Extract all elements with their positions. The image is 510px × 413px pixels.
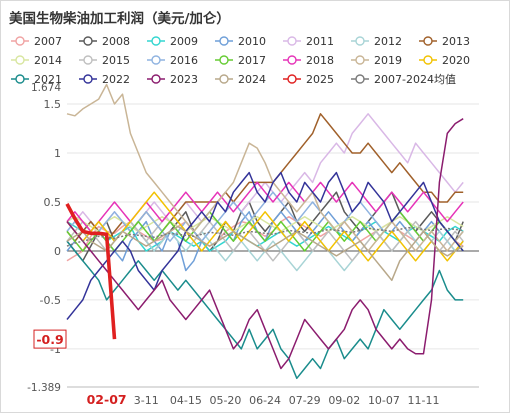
series-lines bbox=[65, 83, 464, 380]
legend-marker bbox=[219, 36, 229, 46]
y-tick-label: 0.5 bbox=[44, 196, 62, 209]
legend-item-2018[interactable]: 2018 bbox=[283, 54, 334, 67]
series-line-2021 bbox=[66, 240, 464, 380]
legend-label: 2013 bbox=[442, 35, 470, 48]
series-line-2020 bbox=[66, 191, 464, 262]
legend-marker bbox=[219, 74, 229, 84]
x-tick-label: 11-11 bbox=[408, 394, 440, 407]
legend-label: 2009 bbox=[170, 35, 198, 48]
series-line-2025 bbox=[65, 203, 117, 340]
legend-item-2025[interactable]: 2025 bbox=[283, 73, 334, 86]
legend-marker bbox=[355, 74, 365, 84]
legend-item-2013[interactable]: 2013 bbox=[419, 35, 470, 48]
legend-item-2021[interactable]: 2021 bbox=[11, 73, 62, 86]
legend-marker bbox=[15, 74, 25, 84]
legend-item-2024[interactable]: 2024 bbox=[215, 73, 266, 86]
legend-label: 2023 bbox=[170, 73, 198, 86]
legend-item-2007-2024均值[interactable]: 2007-2024均值 bbox=[351, 73, 456, 86]
legend-marker bbox=[219, 55, 229, 65]
x-tick-label: 09-02 bbox=[328, 394, 360, 407]
legend-label: 2018 bbox=[306, 54, 334, 67]
series-line-2022 bbox=[66, 171, 464, 320]
legend-label: 2017 bbox=[238, 54, 266, 67]
y-tick-label: -1 bbox=[50, 343, 61, 356]
legend-item-2007[interactable]: 2007 bbox=[11, 35, 62, 48]
legend-marker bbox=[423, 55, 433, 65]
legend-item-2009[interactable]: 2009 bbox=[147, 35, 198, 48]
legend-item-2022[interactable]: 2022 bbox=[79, 73, 130, 86]
x-tick-label: 04-15 bbox=[170, 394, 202, 407]
series-line-2011 bbox=[66, 113, 464, 233]
x-tick-label: 3-11 bbox=[134, 394, 159, 407]
x-ticks: 02-07 3-11 04-15 05-20 06-24 07-29 09-02 10-07 1… bbox=[87, 392, 440, 407]
legend-item-2008[interactable]: 2008 bbox=[79, 35, 130, 48]
legend-label: 2015 bbox=[102, 54, 130, 67]
legend-marker bbox=[83, 55, 93, 65]
legend-marker bbox=[151, 36, 161, 46]
legend-label: 2012 bbox=[374, 35, 402, 48]
legend-marker bbox=[151, 55, 161, 65]
x-tick-label: 10-07 bbox=[368, 394, 400, 407]
series-line-2024 bbox=[66, 225, 464, 282]
legend-label: 2021 bbox=[34, 73, 62, 86]
x-tick-label: 02-07 bbox=[87, 392, 127, 407]
y-tick-label: 1 bbox=[54, 147, 61, 160]
legend-marker bbox=[15, 36, 25, 46]
legend: 2007 2008 2009 2010 2011 2012 2013 2014 2015 2016… bbox=[11, 35, 470, 86]
legend-label: 2010 bbox=[238, 35, 266, 48]
y-tick-label: -0.5 bbox=[40, 294, 61, 307]
last-value-label: -0.9 bbox=[33, 329, 67, 349]
legend-label: 2011 bbox=[306, 35, 334, 48]
legend-label: 2014 bbox=[34, 54, 62, 67]
legend-marker bbox=[83, 36, 93, 46]
legend-item-2012[interactable]: 2012 bbox=[351, 35, 402, 48]
y-tick-label: 1.5 bbox=[44, 98, 62, 111]
legend-item-2019[interactable]: 2019 bbox=[351, 54, 402, 67]
last-value-text: -0.9 bbox=[36, 332, 63, 347]
legend-marker bbox=[83, 74, 93, 84]
legend-label: 2019 bbox=[374, 54, 402, 67]
legend-marker bbox=[287, 55, 297, 65]
legend-item-2015[interactable]: 2015 bbox=[79, 54, 130, 67]
x-tick-label: 05-20 bbox=[209, 394, 241, 407]
legend-label: 2016 bbox=[170, 54, 198, 67]
legend-marker bbox=[355, 36, 365, 46]
legend-item-2023[interactable]: 2023 bbox=[147, 73, 198, 86]
legend-marker bbox=[287, 36, 297, 46]
series-line-2007-2024均值 bbox=[66, 226, 464, 247]
y-max-label: 1.674 bbox=[31, 82, 61, 94]
series-line-2023 bbox=[66, 118, 464, 370]
series-line-2019 bbox=[66, 83, 464, 252]
legend-item-2010[interactable]: 2010 bbox=[215, 35, 266, 48]
legend-label: 2022 bbox=[102, 73, 130, 86]
legend-marker bbox=[355, 55, 365, 65]
gridlines: -1 -0.5 0 0.5 1 1.5 1.674 -1.389 bbox=[27, 82, 479, 394]
last-value-box bbox=[33, 329, 67, 349]
x-tick-label: 07-29 bbox=[289, 394, 321, 407]
x-tick-label: 06-24 bbox=[249, 394, 281, 407]
legend-marker bbox=[287, 74, 297, 84]
legend-label: 2025 bbox=[306, 73, 334, 86]
legend-label: 2007-2024均值 bbox=[374, 73, 456, 86]
legend-marker bbox=[15, 55, 25, 65]
legend-item-2016[interactable]: 2016 bbox=[147, 54, 198, 67]
legend-marker bbox=[423, 36, 433, 46]
legend-item-2017[interactable]: 2017 bbox=[215, 54, 266, 67]
legend-label: 2008 bbox=[102, 35, 130, 48]
chart-title: 美国生物柴油加工利润（美元/加仑） bbox=[9, 11, 230, 27]
legend-label: 2024 bbox=[238, 73, 266, 86]
y-tick-label: 0 bbox=[54, 245, 61, 258]
y-min-label: -1.389 bbox=[27, 382, 61, 394]
legend-item-2014[interactable]: 2014 bbox=[11, 54, 62, 67]
legend-marker bbox=[151, 74, 161, 84]
legend-item-2011[interactable]: 2011 bbox=[283, 35, 334, 48]
legend-label: 2007 bbox=[34, 35, 62, 48]
legend-item-2020[interactable]: 2020 bbox=[419, 54, 470, 67]
legend-label: 2020 bbox=[442, 54, 470, 67]
